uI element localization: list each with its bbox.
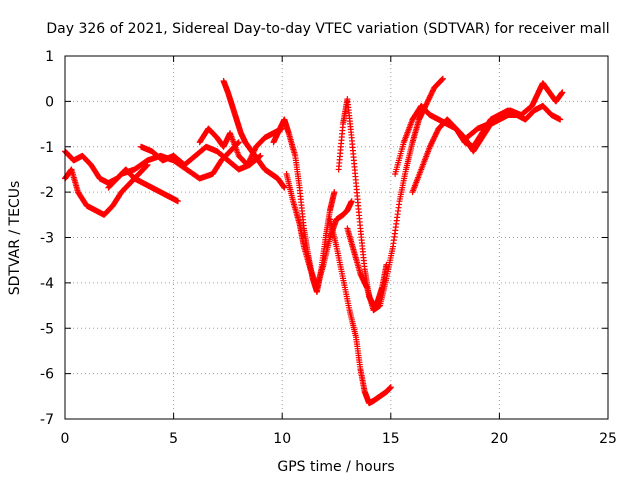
x-tick-label: 5 bbox=[169, 431, 178, 447]
data-point bbox=[143, 163, 150, 170]
x-tick-label: 25 bbox=[599, 431, 617, 447]
series-track-k bbox=[344, 75, 446, 314]
data-point bbox=[257, 152, 264, 159]
y-tick-label: 0 bbox=[45, 94, 54, 110]
data-point bbox=[438, 76, 445, 83]
data-point bbox=[559, 89, 566, 96]
data-point bbox=[235, 139, 242, 146]
data-point bbox=[557, 116, 564, 123]
y-tick-label: -5 bbox=[40, 321, 54, 337]
series-track-n bbox=[463, 80, 566, 141]
data-point bbox=[439, 75, 446, 82]
series-track-f bbox=[220, 77, 288, 191]
series-track-e bbox=[196, 125, 286, 168]
y-tick-label: -7 bbox=[40, 412, 54, 428]
series-track-l bbox=[392, 102, 512, 177]
data-point bbox=[387, 384, 394, 391]
x-tick-label: 20 bbox=[490, 431, 508, 447]
x-axis-label: GPS time / hours bbox=[277, 459, 394, 475]
y-tick-label: -2 bbox=[40, 185, 54, 201]
y-tick-label: -1 bbox=[40, 140, 54, 156]
series-track-d bbox=[138, 143, 264, 173]
y-tick-label: -6 bbox=[40, 367, 54, 383]
data-point bbox=[439, 76, 446, 83]
x-tick-label: 0 bbox=[61, 431, 70, 447]
series-track-b bbox=[62, 161, 151, 218]
y-axis-label: SDTVAR / TECUs bbox=[7, 181, 23, 296]
data-point bbox=[348, 198, 355, 205]
data-points bbox=[62, 75, 566, 407]
data-point bbox=[174, 198, 181, 205]
x-tick-label: 10 bbox=[273, 431, 291, 447]
series-track-j bbox=[326, 216, 394, 407]
data-point bbox=[281, 184, 288, 191]
y-tick-label: 1 bbox=[45, 49, 54, 65]
data-point bbox=[331, 189, 338, 196]
series-track-h bbox=[283, 170, 355, 291]
series-track-g bbox=[270, 116, 338, 295]
chart-title: Day 326 of 2021, Sidereal Day-to-day VTE… bbox=[46, 21, 609, 37]
y-tick-label: -4 bbox=[40, 276, 54, 292]
y-tick-label: -3 bbox=[40, 231, 54, 247]
x-tick-label: 15 bbox=[382, 431, 400, 447]
